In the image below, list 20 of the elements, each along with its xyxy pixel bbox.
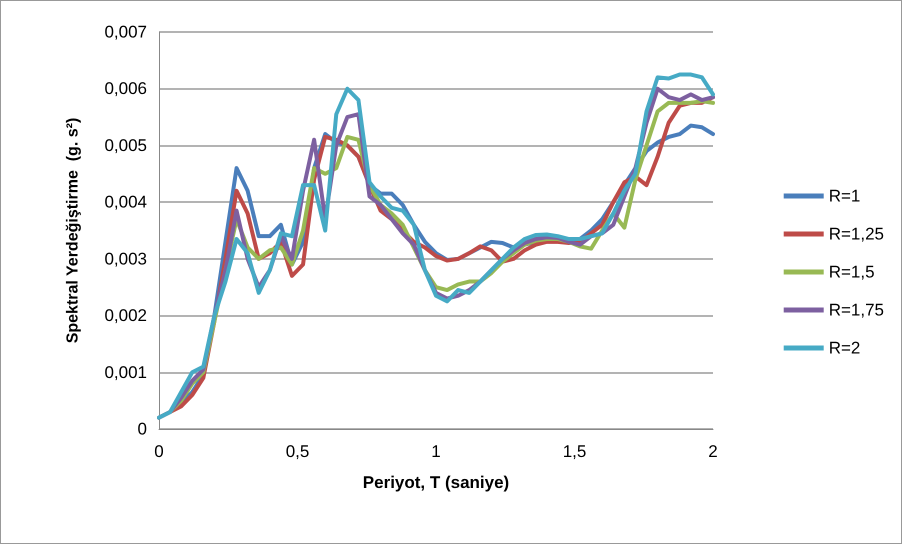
y-axis-title: Spektral Yerdeğiştirme (g. s²) (64, 118, 82, 344)
y-tick-label: 0,006 (104, 79, 147, 98)
y-tick-label: 0,002 (104, 306, 147, 326)
y-tick-label: 0,005 (104, 136, 147, 155)
y-tick-label: 0,001 (104, 362, 147, 382)
legend-label: R=1,5 (828, 262, 875, 282)
legend-label: R=2 (828, 338, 860, 358)
legend-label: R=1,75 (828, 300, 884, 320)
legend-label: R=1 (828, 186, 860, 206)
x-axis-title: Periyot, T (saniye) (362, 473, 510, 492)
y-tick-label: 0,004 (104, 192, 147, 212)
x-tick-label: 2 (708, 442, 718, 461)
x-tick-label: 1,5 (562, 442, 586, 461)
legend-label: R=1,25 (828, 224, 884, 244)
y-tick-label: 0,007 (104, 22, 147, 42)
x-tick-label: 0 (154, 442, 164, 461)
y-tick-label: 0 (138, 420, 147, 438)
x-tick-label: 0,5 (286, 442, 310, 461)
x-tick-label: 1 (431, 442, 441, 461)
y-tick-label: 0,003 (104, 249, 147, 268)
